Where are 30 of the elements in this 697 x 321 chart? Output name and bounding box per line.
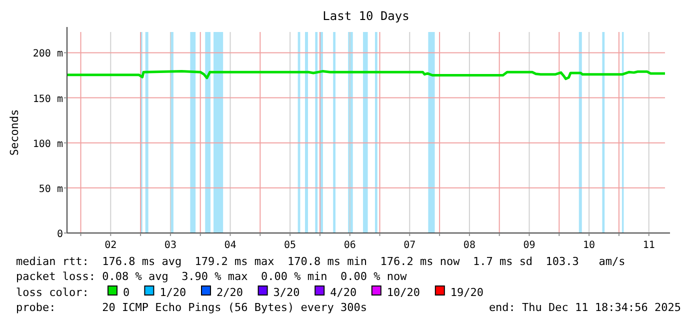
legend-label: 0 (123, 286, 130, 299)
y-tick-label: 100 m (32, 138, 63, 150)
chart-title: Last 10 Days (322, 9, 410, 23)
legend-label: 3/20 (273, 286, 300, 299)
x-tick-label: 02 (104, 240, 117, 251)
y-tick-label: 150 m (32, 94, 63, 105)
x-tick-label: 03 (164, 240, 176, 251)
text: median rtt: 176.8 ms avg 179.2 ms max 170.8 ms min 176.2 ms now 1.7 ms sd 103.3 am/s (16, 255, 626, 268)
text: end: Thu Dec 11 18:34:56 2025 (488, 301, 681, 314)
legend-label: 4/20 (330, 286, 357, 299)
x-tick-label: 10 (583, 240, 596, 251)
x-tick-label: 11 (642, 240, 655, 251)
y-axis-title: Seconds (8, 109, 21, 156)
y-tick-label: 0 (56, 229, 63, 240)
text: packet loss: 0.08 % avg 3.90 % max 0.00 % min 0.00 % now (16, 270, 408, 283)
x-tick-label: 07 (404, 240, 416, 251)
legend-label: 2/20 (216, 286, 243, 299)
legend-label: 1/20 (160, 286, 186, 299)
x-tick-label: 05 (284, 240, 296, 251)
y-tick-label: 50 m (38, 184, 63, 195)
x-tick-label: 09 (523, 240, 536, 251)
legend-label: 10/20 (386, 286, 420, 299)
line-series (66, 70, 666, 80)
x-tick-label: 08 (463, 240, 476, 251)
y-tick-label: 200 m (32, 48, 63, 60)
x-tick-label: 04 (224, 240, 236, 251)
x-tick-label: 06 (344, 240, 356, 251)
text: probe: 20 ICMP Echo Pings (56 Bytes) every 300s (16, 301, 367, 314)
legend-title: loss color: (16, 286, 89, 299)
legend-label: 19/20 (450, 286, 484, 299)
